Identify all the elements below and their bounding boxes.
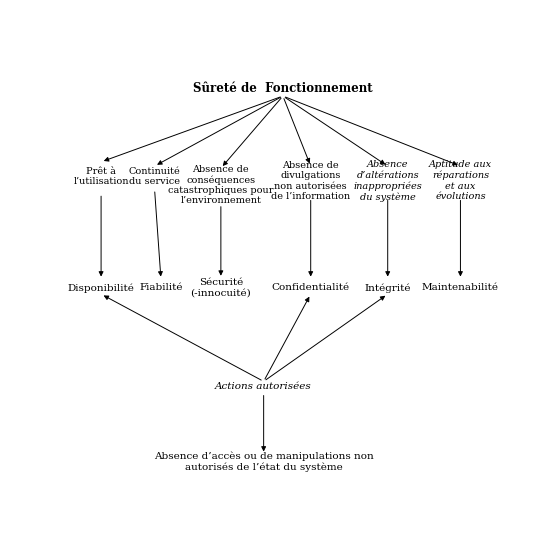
Text: Maintenabilité: Maintenabilité <box>422 283 499 292</box>
Text: Actions autorisées: Actions autorisées <box>215 382 312 391</box>
Text: Fiabilité: Fiabilité <box>139 283 183 292</box>
Text: Prêt à
l’utilisation: Prêt à l’utilisation <box>73 167 129 186</box>
Text: Absence d’accès ou de manipulations non
autorisés de l’état du système: Absence d’accès ou de manipulations non … <box>154 452 374 472</box>
Text: Sécurité
(-innocuité): Sécurité (-innocuité) <box>190 278 251 298</box>
Text: Disponibilité: Disponibilité <box>68 283 135 293</box>
Text: Absence de
divulgations
non autorisées
de l’information: Absence de divulgations non autorisées d… <box>271 161 351 201</box>
Text: Intégrité: Intégrité <box>364 283 411 293</box>
Text: Absence
d’altérations
inappropriées
du système: Absence d’altérations inappropriées du s… <box>353 160 422 202</box>
Text: Aptitude aux
réparations
et aux
évolutions: Aptitude aux réparations et aux évolutio… <box>429 160 492 201</box>
Text: Sûreté de  Fonctionnement: Sûreté de Fonctionnement <box>193 82 373 95</box>
Text: Confidentialité: Confidentialité <box>272 283 350 292</box>
Text: Absence de
conséquences
catastrophiques pour
l’environnement: Absence de conséquences catastrophiques … <box>168 165 274 205</box>
Text: Continuité
du service: Continuité du service <box>129 167 181 186</box>
